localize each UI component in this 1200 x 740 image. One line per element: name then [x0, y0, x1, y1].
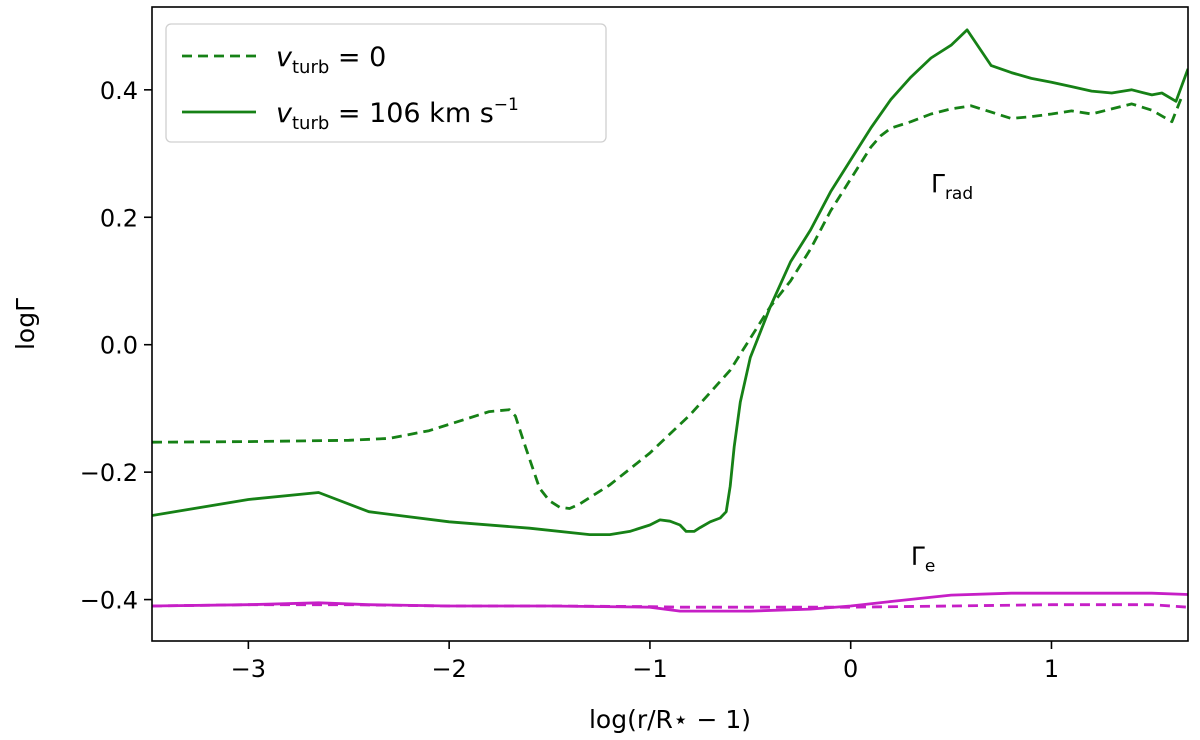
legend-entry-label: vturb = 0 [276, 42, 386, 78]
y-tick-label: 0.4 [100, 77, 138, 105]
series-line-e_v106 [152, 591, 1188, 613]
series-line-rad_v106 [152, 28, 1188, 536]
plot-lines [152, 28, 1188, 613]
x-axis-label: log(r/R⋆ − 1) [589, 705, 751, 734]
y-tick-label: −0.4 [80, 587, 138, 615]
y-tick-label: 0.0 [100, 332, 138, 360]
series-line-rad_v0 [152, 95, 1184, 510]
y-tick-label: −0.2 [80, 459, 138, 487]
y-axis-label: logΓ [11, 298, 40, 350]
y-tick-label: 0.2 [100, 204, 138, 232]
x-tick-label: −3 [231, 655, 266, 683]
x-tick-label: −1 [632, 655, 667, 683]
y-axis-ticks: −0.4 −0.2 0.0 0.2 0.4 [80, 77, 152, 615]
annotations: Γrad Γe [911, 169, 973, 577]
annotation-label: Γrad [931, 169, 973, 204]
x-tick-label: 1 [1044, 655, 1059, 683]
legend-entry-label: vturb = 106 km s−1 [276, 95, 519, 134]
annotation-label: Γe [911, 542, 935, 577]
series-line-e_v0 [152, 603, 1188, 609]
x-tick-label: 0 [843, 655, 858, 683]
legend-box [165, 23, 607, 143]
legend: vturb = 0 vturb = 106 km s−1 [165, 23, 607, 143]
plot-frame [151, 6, 1189, 642]
x-axis-ticks: −3 −2 −1 0 1 [231, 641, 1059, 683]
x-tick-label: −2 [431, 655, 466, 683]
